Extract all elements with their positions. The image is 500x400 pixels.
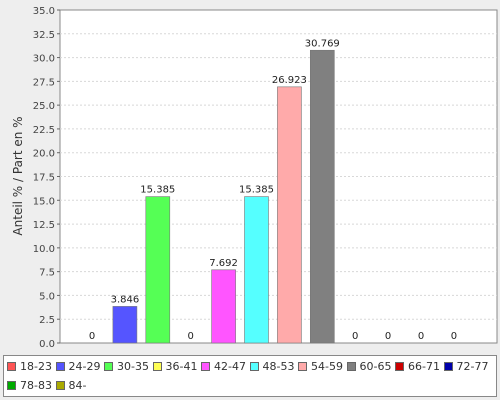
legend-swatch bbox=[443, 361, 453, 371]
legend-swatch bbox=[152, 361, 162, 371]
bar-54-59 bbox=[277, 86, 302, 344]
y-axis-ticks: 0.0 2.5 5.0 7.5 10.0 12.5 15.0 17.5 20.0 22.5 25.0… bbox=[33, 6, 60, 350]
y-tick-label: 15.0 bbox=[33, 196, 55, 207]
legend-swatch bbox=[201, 361, 210, 371]
data-label-24-29: 3.846 bbox=[111, 294, 140, 305]
y-tick-label: 20.0 bbox=[33, 149, 55, 160]
bar-42-47 bbox=[211, 269, 236, 344]
y-tick-label: 2.5 bbox=[39, 315, 55, 326]
legend-item-36-41: 36-41 bbox=[152, 358, 198, 374]
data-label-18-23: 0 bbox=[89, 331, 95, 342]
data-label-30-35: 15.385 bbox=[140, 185, 175, 196]
legend-swatch bbox=[104, 361, 113, 371]
legend-label: 78-83 bbox=[20, 378, 52, 392]
legend-item-66-71: 66-71 bbox=[395, 358, 440, 374]
y-tick-label: 27.5 bbox=[33, 77, 55, 88]
legend-label: 30-35 bbox=[117, 359, 149, 373]
data-label-66-71: 0 bbox=[352, 331, 358, 342]
legend-item-84-: 84- bbox=[55, 377, 87, 393]
y-tick-label: 7.5 bbox=[39, 268, 55, 279]
legend-item-30-35: 30-35 bbox=[104, 358, 149, 374]
legend-swatch bbox=[7, 361, 16, 371]
bar-48-53 bbox=[244, 196, 269, 344]
legend-label: 72-77 bbox=[456, 359, 489, 373]
data-label-48-53: 15.385 bbox=[239, 185, 274, 196]
legend-swatch bbox=[346, 361, 356, 371]
y-tick-label: 5.0 bbox=[39, 291, 55, 302]
legend-swatch bbox=[55, 380, 65, 390]
bars bbox=[112, 49, 335, 344]
y-tick-label: 22.5 bbox=[33, 125, 55, 136]
legend-label: 48-53 bbox=[262, 359, 295, 373]
legend-label: 66-71 bbox=[408, 359, 440, 373]
legend-label: 60-65 bbox=[359, 359, 392, 373]
legend-label: 54-59 bbox=[311, 359, 343, 373]
y-tick-label: 17.5 bbox=[33, 173, 55, 184]
legend-swatch bbox=[7, 380, 16, 390]
legend-item-42-47: 42-47 bbox=[201, 358, 246, 374]
y-tick-label: 32.5 bbox=[33, 30, 55, 41]
data-label-42-47: 7.692 bbox=[209, 258, 238, 269]
y-tick-label: 12.5 bbox=[33, 220, 55, 231]
y-axis-label: Anteil % / Part en % bbox=[11, 116, 25, 235]
legend-item-18-23: 18-23 bbox=[7, 358, 52, 374]
legend: 18-23 24-29 30-35 36-41 42-47 48-53 54-59 60-65… bbox=[3, 355, 497, 397]
legend-item-78-83: 78-83 bbox=[7, 377, 52, 393]
legend-label: 18-23 bbox=[20, 359, 52, 373]
legend-swatch bbox=[395, 361, 404, 371]
bar-30-35 bbox=[145, 196, 171, 344]
bar-24-29 bbox=[112, 306, 138, 344]
legend-item-72-77: 72-77 bbox=[443, 358, 489, 374]
data-label-60-65: 30.769 bbox=[305, 38, 340, 49]
data-labels: 0 3.846 15.385 0 7.692 15.385 26.923 30.769 0 0 0 0 bbox=[89, 38, 457, 342]
legend-swatch bbox=[298, 361, 307, 371]
data-label-54-59: 26.923 bbox=[272, 75, 307, 86]
legend-item-24-29: 24-29 bbox=[55, 358, 101, 374]
data-label-78-83: 0 bbox=[418, 331, 424, 342]
legend-swatch bbox=[55, 361, 65, 371]
legend-item-60-65: 60-65 bbox=[346, 358, 392, 374]
y-tick-label: 0.0 bbox=[39, 339, 55, 350]
legend-label: 36-41 bbox=[165, 359, 198, 373]
y-tick-label: 30.0 bbox=[33, 54, 55, 65]
data-label-72-77: 0 bbox=[385, 331, 391, 342]
bar-60-65 bbox=[309, 49, 335, 344]
data-label-36-41: 0 bbox=[188, 331, 194, 342]
legend-item-54-59: 54-59 bbox=[298, 358, 343, 374]
legend-label: 84- bbox=[68, 378, 87, 392]
y-tick-label: 10.0 bbox=[33, 244, 55, 255]
y-tick-label: 25.0 bbox=[33, 101, 55, 112]
y-tick-label: 35.0 bbox=[33, 6, 55, 17]
data-label-84-: 0 bbox=[451, 331, 457, 342]
legend-swatch bbox=[249, 361, 259, 371]
legend-label: 24-29 bbox=[68, 359, 101, 373]
legend-label: 42-47 bbox=[214, 359, 246, 373]
legend-item-48-53: 48-53 bbox=[249, 358, 295, 374]
chart-canvas: 0.0 2.5 5.0 7.5 10.0 12.5 15.0 17.5 20.0 22.5 25.0… bbox=[11, 6, 498, 350]
